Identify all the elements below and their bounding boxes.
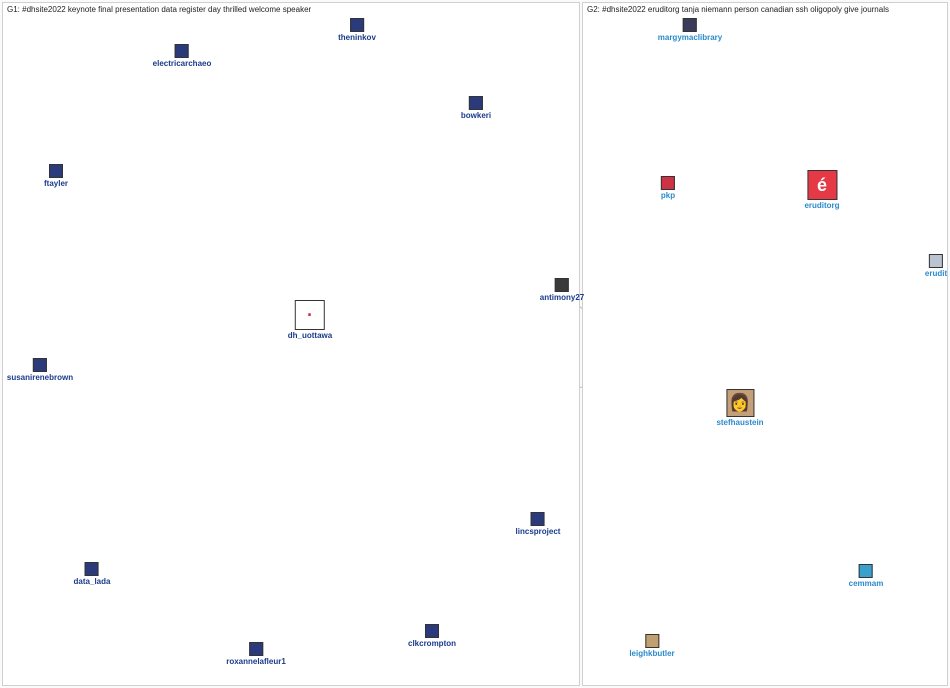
node-theninkov[interactable]: theninkov bbox=[338, 18, 376, 42]
node-dh_uottawa[interactable]: ·dh_uottawa bbox=[288, 300, 332, 340]
node-label: theninkov bbox=[338, 33, 376, 42]
node-label: margymaclibrary bbox=[658, 33, 722, 42]
node-susanirenebrown[interactable]: susanirenebrown bbox=[7, 358, 73, 382]
node-label: roxannelafleur1 bbox=[226, 657, 286, 666]
node-clkcrompton[interactable]: clkcrompton bbox=[408, 624, 456, 648]
node-label: electricarchaeo bbox=[153, 59, 212, 68]
node-antimony27[interactable]: antimony27 bbox=[540, 278, 584, 302]
panel-title-g2: G2: #dhsite2022 eruditorg tanja niemann … bbox=[587, 5, 889, 14]
avatar-icon bbox=[555, 278, 569, 292]
node-data_lada[interactable]: data_lada bbox=[74, 562, 111, 586]
avatar-icon bbox=[469, 96, 483, 110]
node-stefhaustein[interactable]: 👩stefhaustein bbox=[716, 389, 763, 427]
node-label: eruditorg bbox=[804, 201, 839, 210]
node-label: data_lada bbox=[74, 577, 111, 586]
avatar-icon bbox=[175, 44, 189, 58]
avatar-icon bbox=[531, 512, 545, 526]
node-label: pkp bbox=[661, 191, 675, 200]
panel-g2: G2: #dhsite2022 eruditorg tanja niemann … bbox=[582, 2, 948, 686]
node-label: bowkeri bbox=[461, 111, 491, 120]
node-bowkeri[interactable]: bowkeri bbox=[461, 96, 491, 120]
node-label: lincsproject bbox=[516, 527, 561, 536]
node-electricarchaeo[interactable]: electricarchaeo bbox=[153, 44, 212, 68]
panel-title-g1: G1: #dhsite2022 keynote final presentati… bbox=[7, 5, 311, 14]
node-roxannelafleur1[interactable]: roxannelafleur1 bbox=[226, 642, 286, 666]
node-lincsproject[interactable]: lincsproject bbox=[516, 512, 561, 536]
avatar-icon bbox=[33, 358, 47, 372]
avatar-icon bbox=[425, 624, 439, 638]
avatar-icon bbox=[85, 562, 99, 576]
node-label: leighkbutler bbox=[629, 649, 674, 658]
node-label: stefhaustein bbox=[716, 418, 763, 427]
avatar-icon bbox=[929, 254, 943, 268]
node-cemmam[interactable]: cemmam bbox=[849, 564, 884, 588]
avatar-icon bbox=[49, 164, 63, 178]
avatar-icon: é bbox=[807, 170, 837, 200]
avatar-icon bbox=[249, 642, 263, 656]
avatar-icon bbox=[859, 564, 873, 578]
node-pkp[interactable]: pkp bbox=[661, 176, 675, 200]
node-label: ftayler bbox=[44, 179, 68, 188]
avatar-icon bbox=[661, 176, 675, 190]
node-margymaclibrary[interactable]: margymaclibrary bbox=[658, 18, 722, 42]
node-eruditorg[interactable]: éeruditorg bbox=[804, 170, 839, 210]
node-leighkbutler[interactable]: leighkbutler bbox=[629, 634, 674, 658]
node-erudit[interactable]: erudit bbox=[925, 254, 947, 278]
avatar-icon: · bbox=[295, 300, 325, 330]
avatar-icon: 👩 bbox=[726, 389, 754, 417]
node-label: susanirenebrown bbox=[7, 373, 73, 382]
node-label: cemmam bbox=[849, 579, 884, 588]
node-ftayler[interactable]: ftayler bbox=[44, 164, 68, 188]
node-label: antimony27 bbox=[540, 293, 584, 302]
avatar-icon bbox=[683, 18, 697, 32]
node-label: erudit bbox=[925, 269, 947, 278]
avatar-icon bbox=[350, 18, 364, 32]
node-label: dh_uottawa bbox=[288, 331, 332, 340]
node-label: clkcrompton bbox=[408, 639, 456, 648]
avatar-icon bbox=[645, 634, 659, 648]
